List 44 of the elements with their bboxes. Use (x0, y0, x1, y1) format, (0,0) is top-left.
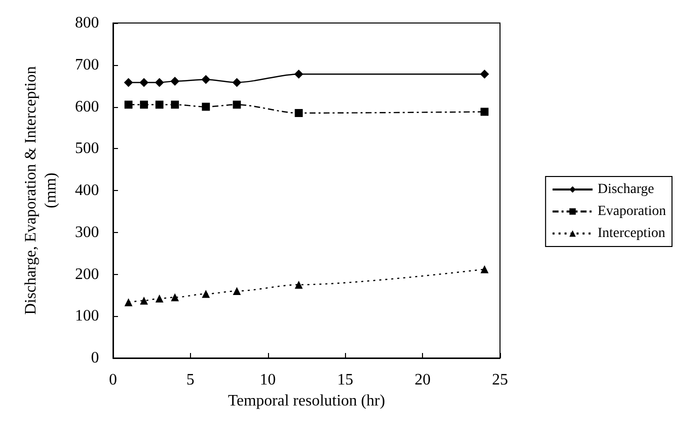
point (170, 100, 179, 109)
point (232, 78, 242, 87)
x-tick-label: 25 (492, 372, 508, 388)
point (124, 100, 132, 109)
point (154, 78, 164, 87)
point (155, 100, 164, 109)
legend-label: Discharge (598, 182, 654, 197)
y-tick-label: 400 (75, 182, 99, 199)
point (480, 70, 490, 79)
x-tick-label: 0 (109, 372, 117, 388)
point (480, 108, 489, 116)
y-tick-label: 700 (75, 56, 99, 74)
point (232, 287, 241, 295)
y-tick-label: 300 (75, 224, 99, 241)
point (202, 290, 210, 298)
point (124, 78, 133, 87)
y-axis-title: Discharge, Evaporation & Interception (mm) (22, 66, 60, 315)
y-tick-label: 600 (75, 98, 99, 116)
point (140, 100, 148, 109)
point (294, 109, 303, 118)
x-tick-label: 5 (186, 372, 194, 388)
point (155, 294, 164, 303)
y-tick-label: 800 (75, 14, 99, 32)
point (170, 76, 180, 86)
point (480, 265, 489, 274)
legend-label: Interception (598, 226, 666, 241)
x-tick-label: 20 (414, 372, 431, 388)
point (170, 293, 179, 302)
point (140, 296, 148, 305)
point (124, 298, 132, 306)
y-tick-label: 0 (91, 350, 99, 366)
point (294, 280, 303, 289)
point (294, 70, 304, 79)
x-axis-title: Temporal resolution (hr) (228, 392, 386, 410)
y-tick-label: 500 (75, 140, 99, 158)
x-tick-label: 15 (337, 372, 354, 388)
point (201, 75, 210, 84)
legend-label: Evaporation (598, 204, 666, 219)
point (202, 102, 210, 111)
point (232, 100, 241, 109)
x-tick-label: 10 (260, 372, 276, 388)
y-tick-label: 100 (75, 308, 99, 325)
point (139, 78, 148, 87)
y-tick-label: 200 (75, 266, 99, 283)
